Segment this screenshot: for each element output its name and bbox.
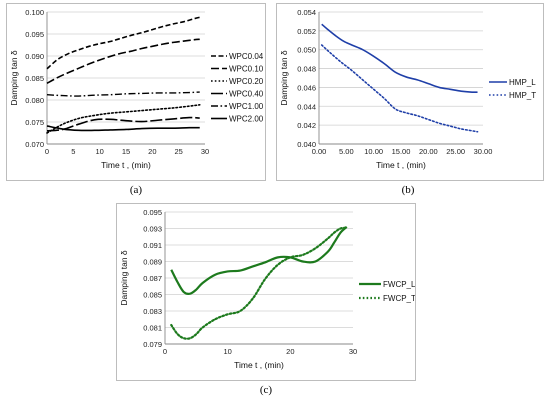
y-tick-label: 0.081 (143, 324, 162, 333)
x-tick-label: 15.00 (392, 147, 411, 156)
x-tick-label: 0.00 (312, 147, 327, 156)
x-tick-label: 30 (349, 347, 357, 356)
caption-c: (c) (259, 384, 273, 396)
y-tick-label: 0.075 (25, 118, 44, 127)
x-tick-label: 25.00 (446, 147, 465, 156)
legend-label: WPC0.20 (229, 77, 264, 86)
y-axis-title: Damping tan δ (279, 50, 289, 106)
chart-b-svg: 0.040 0.042 0.044 0.046 0.048 0.050 0.052 0.054… (279, 8, 536, 170)
y-tick-label: 0.040 (297, 140, 316, 149)
chart-panel-a: 0.070 0.075 0.080 0.085 0.090 0.095 0.100 0 5 10 1… (6, 3, 266, 181)
y-tick-label: 0.079 (143, 340, 162, 349)
x-tick-label: 25 (174, 147, 182, 156)
caption-a: (a) (129, 184, 143, 196)
chart-panel-b: 0.040 0.042 0.044 0.046 0.048 0.050 0.052 0.054… (276, 3, 544, 181)
y-tick-label: 0.050 (297, 46, 316, 55)
series-line-fwcp-l (170, 226, 348, 295)
legend-label: WPC1.00 (229, 102, 264, 111)
y-tick-label: 0.080 (25, 96, 44, 105)
legend-label: WPC0.40 (229, 90, 264, 99)
x-axis-title: Time t , (min) (234, 360, 284, 370)
y-tick-label: 0.085 (143, 291, 162, 300)
legend-label: WPC0.04 (229, 52, 264, 61)
x-axis-title: Time t , (min) (376, 160, 426, 170)
legend-label: WPC0.10 (229, 65, 264, 74)
series-line-hmp-l (321, 23, 478, 94)
legend-label: HMP_L (509, 78, 536, 87)
chart-c-svg: 0.079 0.081 0.083 0.085 0.087 0.089 0.091 0.093… (119, 208, 416, 370)
chart-panel-c: 0.079 0.081 0.083 0.085 0.087 0.089 0.091 0.093… (116, 203, 416, 381)
x-tick-label: 20.00 (419, 147, 438, 156)
x-tick-label: 0 (45, 147, 49, 156)
y-tick-label: 0.085 (25, 74, 44, 83)
y-tick-label: 0.093 (143, 225, 162, 234)
series-line-wpc2-00 (46, 125, 200, 132)
caption-b: (b) (401, 184, 415, 196)
y-tick-label: 0.044 (297, 102, 316, 111)
legend-label: FWCP_L (383, 280, 415, 289)
x-tick-label: 20 (148, 147, 156, 156)
y-axis-title: Damping tan δ (9, 50, 19, 106)
legend-label: WPC2.00 (229, 115, 264, 124)
y-tick-label: 0.090 (25, 52, 44, 61)
y-axis-title: Damping tan δ (119, 250, 129, 306)
x-tick-label: 10 (95, 147, 103, 156)
y-tick-label: 0.100 (25, 8, 44, 17)
x-tick-label: 20 (286, 347, 294, 356)
x-tick-label: 30 (201, 147, 209, 156)
y-tick-label: 0.095 (143, 208, 162, 217)
x-tick-label: 30.00 (474, 147, 493, 156)
y-tick-label: 0.046 (297, 83, 316, 92)
series-line-wpc1-00 (46, 91, 200, 97)
x-tick-label: 10.00 (364, 147, 383, 156)
y-tick-label: 0.095 (25, 30, 44, 39)
series-line-wpc0-04 (46, 16, 200, 70)
y-tick-label: 0.091 (143, 241, 162, 250)
x-tick-label: 10 (223, 347, 231, 356)
series-line-wpc0-10 (46, 38, 200, 84)
x-tick-label: 5 (71, 147, 75, 156)
y-tick-label: 0.052 (297, 27, 316, 36)
y-tick-label: 0.042 (297, 121, 316, 130)
y-tick-label: 0.070 (25, 140, 44, 149)
legend-label: HMP_T (509, 91, 536, 100)
y-tick-label: 0.089 (143, 258, 162, 267)
chart-a-svg: 0.070 0.075 0.080 0.085 0.090 0.095 0.100 0 5 10 1… (9, 8, 264, 170)
series-line-hmp-t (320, 44, 479, 133)
series-line-wpc0-40 (46, 116, 200, 132)
x-tick-label: 15 (122, 147, 130, 156)
y-tick-label: 0.054 (297, 8, 316, 17)
series-line-wpc0-20 (46, 104, 201, 134)
legend-label: FWCP_T (383, 294, 415, 303)
x-tick-label: 5.00 (339, 147, 354, 156)
x-axis-title: Time t , (min) (101, 160, 151, 170)
y-tick-label: 0.083 (143, 307, 162, 316)
y-tick-label: 0.087 (143, 274, 162, 283)
y-tick-label: 0.048 (297, 65, 316, 74)
series-line-fwcp-t (170, 226, 348, 340)
x-tick-label: 0 (163, 347, 167, 356)
